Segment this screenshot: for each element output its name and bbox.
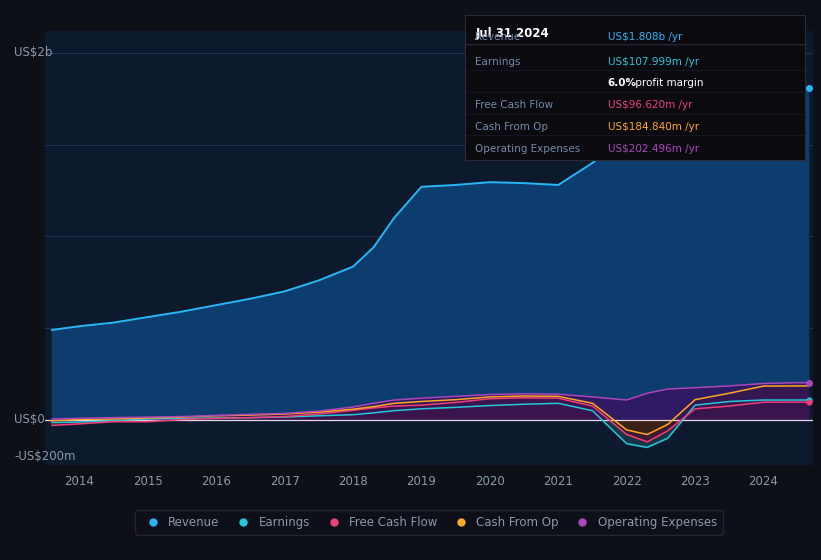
Text: US$0: US$0 — [15, 413, 45, 426]
Text: Earnings: Earnings — [475, 57, 521, 67]
Text: Jul 31 2024: Jul 31 2024 — [475, 27, 549, 40]
Text: 6.0%: 6.0% — [608, 78, 637, 88]
Legend: Revenue, Earnings, Free Cash Flow, Cash From Op, Operating Expenses: Revenue, Earnings, Free Cash Flow, Cash … — [135, 510, 722, 535]
Text: Free Cash Flow: Free Cash Flow — [475, 100, 553, 110]
Text: US$184.840m /yr: US$184.840m /yr — [608, 122, 699, 132]
Text: Cash From Op: Cash From Op — [475, 122, 548, 132]
Text: profit margin: profit margin — [631, 78, 703, 88]
Text: -US$200m: -US$200m — [15, 450, 76, 463]
Text: US$202.496m /yr: US$202.496m /yr — [608, 144, 699, 153]
Text: US$107.999m /yr: US$107.999m /yr — [608, 57, 699, 67]
Text: US$1.808b /yr: US$1.808b /yr — [608, 32, 682, 42]
Text: Operating Expenses: Operating Expenses — [475, 144, 580, 153]
Text: US$2b: US$2b — [15, 46, 53, 59]
Text: Revenue: Revenue — [475, 32, 521, 42]
Text: US$96.620m /yr: US$96.620m /yr — [608, 100, 692, 110]
